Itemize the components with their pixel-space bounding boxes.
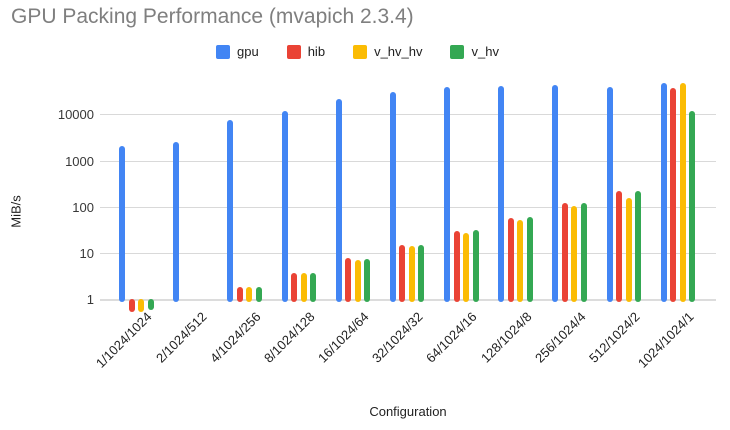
bar-gpu-7[interactable] [498, 86, 505, 302]
legend-swatch-hib [286, 44, 301, 59]
x-tick-label: 4/1024/256 [206, 309, 264, 366]
bar-v_hv-3[interactable] [310, 272, 317, 302]
x-tick-label: 2/1024/512 [152, 309, 210, 366]
x-tick-label: 8/1024/128 [260, 309, 318, 366]
bar-hib-10[interactable] [670, 87, 677, 302]
y-tick-label: 1 [86, 292, 94, 307]
x-tick-label: 64/1024/16 [423, 309, 480, 366]
legend-item-v_hv[interactable]: v_hv [450, 44, 499, 59]
gridline-10 [100, 252, 716, 254]
bar-hib-5[interactable] [399, 245, 406, 302]
x-tick-label: 128/1024/8 [477, 309, 535, 366]
gridline-1 [100, 298, 716, 301]
bar-v_hv_hv-2[interactable] [246, 286, 253, 302]
bar-hib-2[interactable] [236, 286, 243, 302]
y-tick-label: 10 [79, 245, 94, 261]
bar-v_hv-9[interactable] [635, 191, 642, 302]
bar-gpu-2[interactable] [227, 120, 234, 302]
legend-swatch-gpu [216, 44, 230, 59]
bar-v_hv-8[interactable] [580, 203, 587, 302]
bar-v_hv_hv-4[interactable] [354, 260, 361, 302]
x-tick-label: 256/1024/4 [531, 309, 589, 366]
bar-v_hv_hv-0[interactable] [138, 298, 145, 312]
bar-v_hv_hv-10[interactable] [679, 82, 686, 302]
bar-gpu-6[interactable] [444, 87, 451, 302]
bar-gpu-9[interactable] [606, 86, 613, 302]
bar-hib-0[interactable] [128, 298, 135, 312]
x-axis-title: Configuration [369, 404, 447, 419]
legend-swatch-v_hv [450, 44, 465, 59]
bar-hib-9[interactable] [616, 190, 623, 302]
gridline-1000 [100, 160, 716, 162]
legend-label-gpu: gpu [237, 44, 259, 59]
bar-v_hv_hv-7[interactable] [517, 220, 524, 302]
bar-hib-3[interactable] [291, 272, 298, 302]
bar-gpu-4[interactable] [335, 99, 342, 302]
bar-v_hv-0[interactable] [147, 298, 154, 310]
bar-v_hv-4[interactable] [364, 259, 371, 302]
x-tick-label: 1/1024/1024 [93, 309, 155, 371]
bar-gpu-1[interactable] [173, 141, 180, 302]
legend: gpu hib v_hv_hv v_hv [216, 44, 499, 59]
legend-label-hib: hib [307, 44, 326, 59]
bar-v_hv_hv-3[interactable] [300, 273, 307, 302]
bar-gpu-8[interactable] [552, 84, 559, 302]
bar-v_hv-7[interactable] [526, 216, 533, 302]
chart-title: GPU Packing Performance (mvapich 2.3.4) [11, 5, 414, 28]
x-tick-label: 16/1024/64 [314, 309, 372, 366]
x-tick-label: 512/1024/2 [585, 309, 643, 366]
bar-gpu-3[interactable] [281, 111, 288, 302]
bar-hib-6[interactable] [453, 231, 460, 302]
bar-v_hv_hv-9[interactable] [625, 197, 632, 302]
legend-label-v_hv: v_hv [471, 44, 499, 59]
bar-v_hv_hv-5[interactable] [408, 245, 415, 302]
legend-item-v_hv_hv[interactable]: v_hv_hv [353, 44, 422, 59]
bar-gpu-5[interactable] [389, 91, 396, 302]
gridline-10000 [100, 114, 716, 116]
bar-v_hv-2[interactable] [255, 286, 262, 302]
bar-v_hv_hv-8[interactable] [571, 205, 578, 302]
x-tick-label: 32/1024/32 [369, 309, 426, 366]
gridline-100 [100, 206, 716, 208]
y-axis-title: MiB/s [8, 195, 24, 228]
bar-hib-7[interactable] [507, 217, 514, 302]
bar-hib-4[interactable] [345, 258, 352, 302]
bar-v_hv_hv-6[interactable] [463, 233, 470, 302]
x-tick-label: 1024/1024/1 [634, 309, 697, 371]
legend-item-hib[interactable]: hib [286, 44, 326, 59]
legend-swatch-v_hv_hv [353, 44, 368, 59]
legend-label-v_hv_hv: v_hv_hv [374, 44, 423, 59]
y-tick-label: 1000 [65, 153, 94, 169]
bar-v_hv-5[interactable] [418, 244, 425, 302]
bar-v_hv-10[interactable] [689, 110, 696, 302]
y-tick-label: 100 [72, 199, 94, 215]
bar-v_hv-6[interactable] [472, 230, 479, 302]
bar-hib-8[interactable] [561, 202, 568, 302]
legend-item-gpu[interactable]: gpu [216, 44, 259, 59]
bar-gpu-0[interactable] [119, 146, 126, 302]
bar-gpu-10[interactable] [660, 83, 667, 302]
y-tick-label: 10000 [57, 107, 94, 123]
